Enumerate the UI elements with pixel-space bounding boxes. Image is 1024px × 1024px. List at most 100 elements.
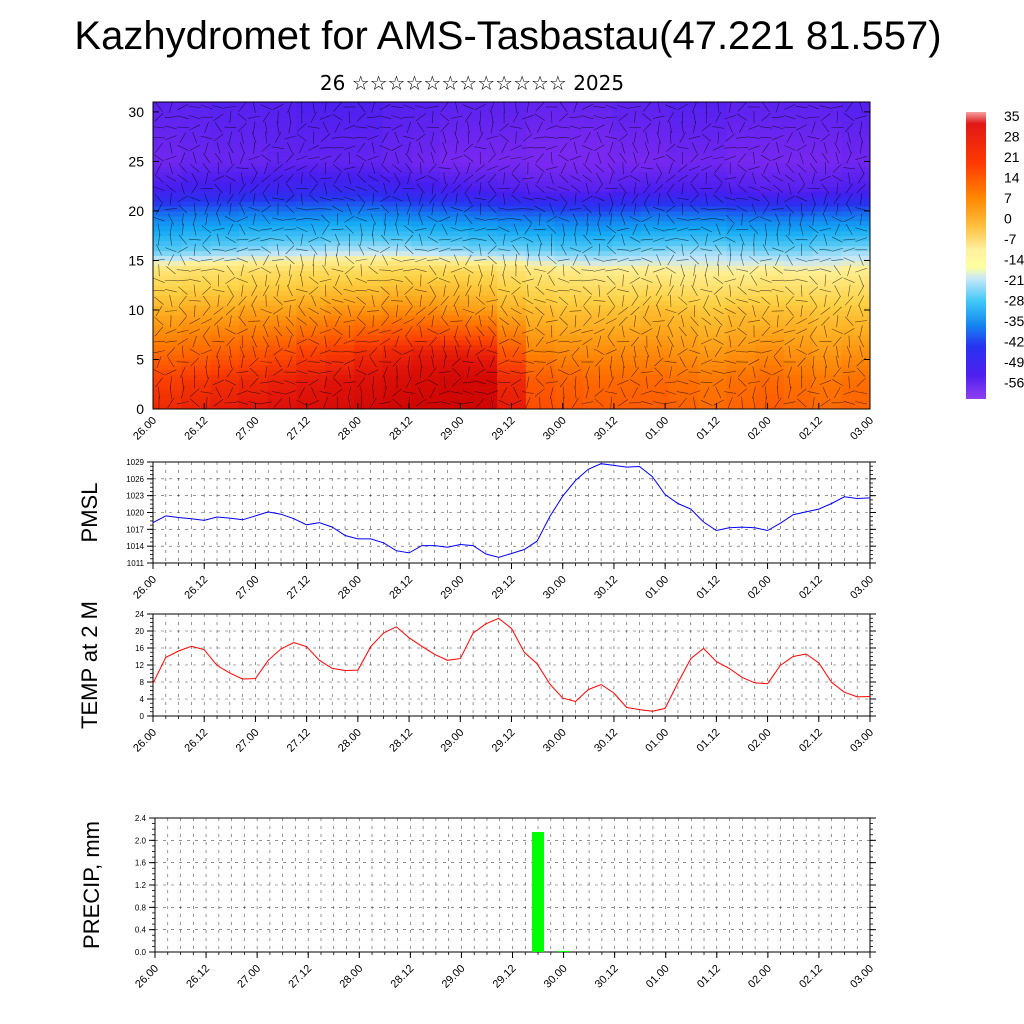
wind-barb xyxy=(847,264,852,276)
heat-cell xyxy=(439,404,470,409)
wind-barb xyxy=(630,163,640,173)
heat-cell xyxy=(210,136,240,143)
heat-cell xyxy=(525,111,556,118)
wind-barb xyxy=(498,226,510,233)
y-tick-label: 0.4 xyxy=(135,926,147,935)
wind-barb xyxy=(795,257,808,263)
wind-barb xyxy=(645,284,649,297)
heat-cell xyxy=(497,334,527,341)
heat-cell xyxy=(353,161,384,167)
heat-cell xyxy=(640,191,670,197)
wind-barb xyxy=(236,238,249,241)
heat-cell xyxy=(841,314,870,321)
wind-barb xyxy=(155,377,163,388)
wind-barb xyxy=(728,315,733,328)
wind-barb xyxy=(417,122,425,133)
heat-cell xyxy=(439,255,470,262)
heat-cell xyxy=(525,265,556,271)
wind-barb xyxy=(858,295,865,307)
wind-barb xyxy=(309,316,319,326)
heat-cell xyxy=(841,329,870,336)
heat-cell xyxy=(210,275,240,281)
heat-cell xyxy=(611,399,642,405)
wind-barb xyxy=(380,174,391,183)
wind-barb xyxy=(823,213,828,225)
wind-barb xyxy=(498,288,510,293)
heat-cell xyxy=(841,136,870,143)
wind-barb xyxy=(284,380,296,385)
wind-barb xyxy=(249,357,259,367)
x-tick-label: 01.00 xyxy=(643,415,671,443)
heat-cell xyxy=(697,384,728,390)
heat-cell xyxy=(525,156,556,163)
heat-cell xyxy=(411,305,441,311)
heat-cell xyxy=(669,250,699,257)
heat-cell xyxy=(325,349,355,356)
wind-barb xyxy=(415,307,426,315)
heat-cell xyxy=(325,339,355,346)
wind-barb xyxy=(736,205,748,213)
wind-barb xyxy=(593,348,605,355)
heat-cell xyxy=(611,235,642,242)
heat-cell xyxy=(783,270,814,276)
heat-cell xyxy=(267,265,297,271)
heat-cell xyxy=(783,196,814,202)
heat-cell xyxy=(267,280,297,286)
wind-barb xyxy=(158,386,160,399)
wind-barb xyxy=(414,227,427,231)
heat-cell xyxy=(296,319,326,326)
wind-barb xyxy=(343,186,356,191)
wind-barb xyxy=(440,122,449,133)
wind-barb xyxy=(759,137,772,139)
wind-barb xyxy=(487,316,497,326)
wind-barb xyxy=(335,274,340,287)
wind-barb xyxy=(391,196,403,202)
heat-cell xyxy=(783,116,814,123)
wind-barb xyxy=(319,147,332,149)
heat-cell xyxy=(439,349,470,356)
wind-barb xyxy=(391,268,403,272)
heat-cell xyxy=(296,295,326,301)
heat-cell xyxy=(181,225,211,232)
wind-barb xyxy=(332,184,343,193)
heat-cell xyxy=(325,384,355,390)
heat-cell xyxy=(841,191,870,197)
heat-cell xyxy=(726,220,756,227)
wind-barb xyxy=(617,257,629,263)
wind-barb xyxy=(605,104,617,110)
wind-barb xyxy=(360,233,363,246)
wind-barb xyxy=(526,102,529,113)
wind-barb xyxy=(502,325,507,338)
wind-barb xyxy=(265,131,267,144)
heat-cell xyxy=(583,186,613,192)
wind-barb xyxy=(320,236,332,243)
wind-barb xyxy=(356,112,366,122)
heat-cell xyxy=(353,280,384,286)
wind-barb xyxy=(752,396,756,409)
wind-barb xyxy=(598,243,600,256)
heat-cell xyxy=(611,300,642,306)
heat-cell xyxy=(353,389,384,395)
wind-barb xyxy=(347,386,352,399)
x-tick-label: 27.12 xyxy=(285,574,313,602)
heat-cell xyxy=(267,191,297,197)
heat-cell xyxy=(239,324,269,331)
wind-barb xyxy=(557,290,570,292)
heat-cell xyxy=(353,309,384,316)
heat-cell xyxy=(554,255,584,262)
wind-barb xyxy=(656,131,661,144)
heat-cell xyxy=(239,250,269,257)
wind-barb xyxy=(462,361,475,363)
wind-barb xyxy=(641,390,653,395)
wind-barb xyxy=(203,336,211,347)
wind-barb xyxy=(798,172,805,184)
heat-cell xyxy=(296,116,326,123)
heat-cell xyxy=(697,181,728,187)
x-tick-label: 29.12 xyxy=(490,727,518,755)
wind-barb xyxy=(819,288,832,293)
heat-cell xyxy=(669,305,699,311)
wind-barb xyxy=(584,366,590,378)
wind-barb xyxy=(319,329,332,334)
heat-cell xyxy=(411,141,441,148)
wind-barb xyxy=(431,315,434,328)
